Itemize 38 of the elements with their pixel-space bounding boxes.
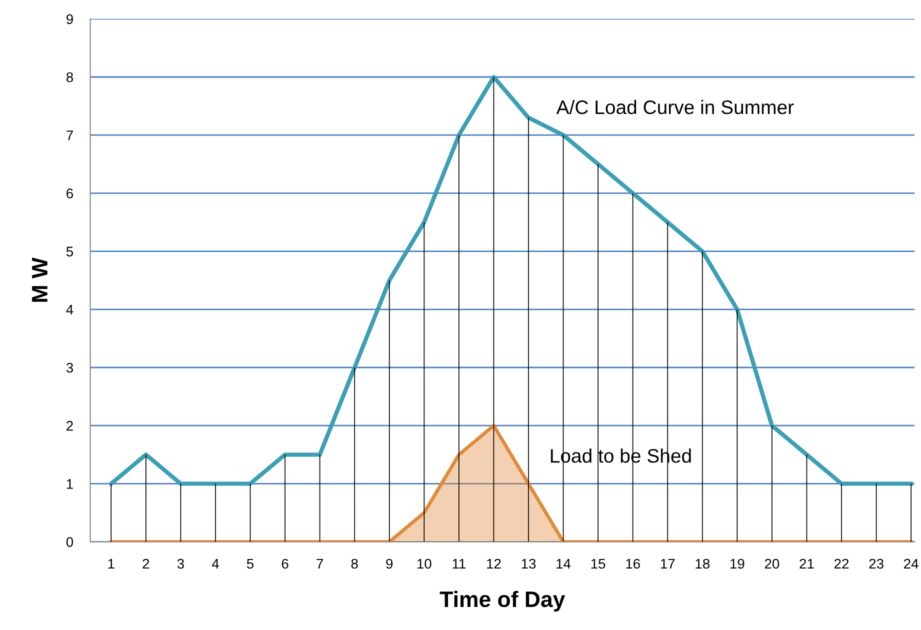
x-tick-label: 4: [212, 558, 219, 569]
x-tick-label: 3: [177, 558, 184, 569]
x-tick-label: 11: [452, 558, 466, 569]
series-label: A/C Load Curve in Summer: [556, 100, 794, 114]
x-tick-label: 23: [869, 558, 884, 569]
line-series: [109, 74, 914, 486]
x-tick-label: 16: [626, 558, 640, 569]
y-tick-label: 5: [66, 246, 74, 256]
y-tick-label: 8: [66, 72, 73, 82]
y-tick-label: 3: [66, 362, 73, 373]
x-tick-label: 7: [316, 558, 323, 569]
y-tick-label: 7: [66, 130, 73, 140]
x-tick-label: 15: [591, 558, 606, 569]
y-tick-label: 1: [66, 479, 73, 489]
x-tick-label: 19: [730, 558, 744, 569]
x-tick-label: 1: [108, 558, 114, 569]
x-tick-label: 17: [660, 558, 675, 569]
x-tick-label: 24: [904, 558, 918, 569]
y-tick-label: 0: [66, 537, 74, 547]
x-tick-label: 20: [764, 558, 780, 569]
x-tick-label: 10: [417, 558, 432, 569]
x-tick-label: 22: [834, 558, 849, 569]
y-axis-title: M W: [32, 258, 48, 302]
x-tick-label: 2: [142, 558, 150, 569]
x-tick-label: 5: [246, 558, 254, 569]
y-tick-label: 2: [66, 420, 73, 431]
y-tick-label: 4: [66, 304, 74, 314]
x-tick-label: 8: [351, 558, 358, 569]
x-tick-label: 13: [522, 558, 536, 569]
x-tick-label: 18: [696, 558, 710, 569]
x-tick-label: 6: [282, 558, 288, 569]
y-tick-label: 6: [66, 188, 73, 198]
x-tick-label: 21: [800, 558, 814, 569]
y-tick-label: 9: [66, 14, 73, 24]
x-tick-label: 12: [487, 558, 501, 569]
x-axis-title: Time of Day: [440, 590, 566, 612]
x-tick-label: 14: [556, 558, 571, 569]
x-tick-label: 9: [386, 558, 393, 569]
